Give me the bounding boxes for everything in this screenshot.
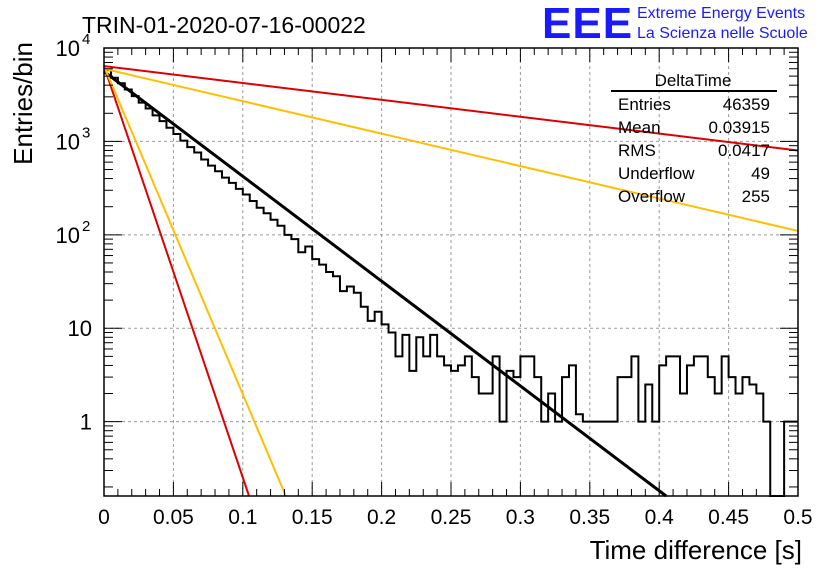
fit-line-3 [103,65,287,497]
y-tick-exponent: 3 [82,124,90,141]
x-tick-label: 0.15 [292,506,333,529]
fit-line-2 [103,65,250,497]
y-tick-label: 10 [56,129,80,154]
logo-line-2: La Scienza nelle Scuole [637,25,808,42]
stats-value-mean: 0.03915 [709,118,770,137]
eee-logo: EEE [542,0,633,48]
fit-line-4 [103,67,799,232]
stats-label-entries: Entries [618,95,671,114]
stats-value-underflow: 49 [751,164,770,183]
stats-value-entries: 46359 [723,95,770,114]
stats-title: DeltaTime [655,71,732,90]
stats-label-overflow: Overflow [618,187,686,206]
histogram-steps [104,69,798,497]
x-tick-label: 0.1 [228,506,257,529]
y-tick-label: 1 [80,410,92,435]
fit-lines [103,65,799,498]
x-tick-label: 0 [98,506,110,529]
grid-lines [104,48,798,496]
stats-label-underflow: Underflow [618,164,695,183]
x-tick-label: 0.25 [431,506,472,529]
x-axis-label: Time difference [s] [590,535,802,565]
x-tick-label: 0.35 [569,506,610,529]
fit-line-1 [103,70,668,498]
logo-line-1: Extreme Energy Events [637,5,805,22]
y-tick-label: 10 [68,316,92,341]
stats-box: DeltaTime Entries 46359 Mean 0.03915 RMS… [611,71,777,206]
y-axis-label: Entries/bin [8,42,38,165]
run-title: TRIN-01-2020-07-16-00022 [82,12,366,38]
fit-line-5 [103,65,799,152]
x-tick-label: 0.3 [506,506,535,529]
stats-label-mean: Mean [618,118,661,137]
axis-ticks: 0 0.05 0.1 0.15 0.2 0.25 0.3 0.35 0.4 0.45 0.5 1 10 1… [56,31,813,529]
x-tick-label: 0.5 [783,506,812,529]
y-tick-exponent: 2 [82,218,90,235]
stats-value-rms: 0.0417 [718,141,770,160]
x-tick-label: 0.05 [153,506,194,529]
x-tick-label: 0.4 [645,506,675,529]
x-tick-label: 0.45 [708,506,749,529]
histogram [104,69,798,497]
x-tick-label: 0.2 [367,506,396,529]
y-tick-label: 10 [56,223,80,248]
stats-value-overflow: 255 [742,187,770,206]
stats-label-rms: RMS [618,141,656,160]
y-tick-exponent: 4 [82,31,90,48]
y-tick-label: 10 [56,36,80,61]
